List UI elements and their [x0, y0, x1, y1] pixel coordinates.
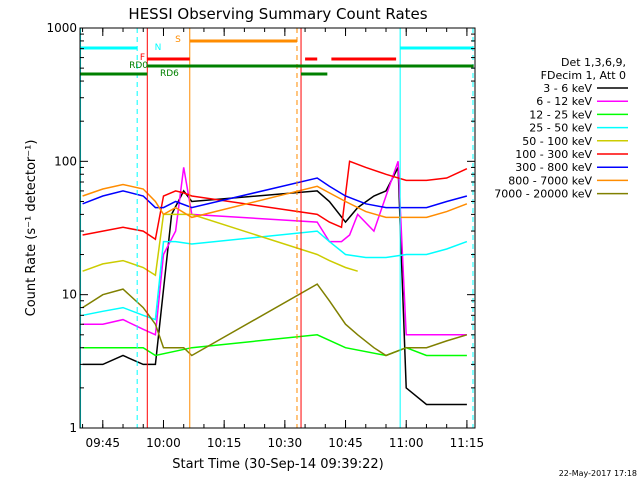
x-tick-label-10-30: 10:30: [268, 436, 303, 450]
flag-label-n: N: [155, 43, 162, 53]
timestamp: 22-May-2017 17:18: [559, 469, 637, 478]
legend-label-3-6-kev: 3 - 6 keV: [543, 82, 592, 95]
y-tick-label-1000: 1000: [46, 21, 77, 35]
series-12-25-kev: [82, 334, 467, 357]
plot-frame: [79, 27, 476, 429]
x-tick-label-10-00: 10:00: [146, 436, 181, 450]
series-layer: [82, 160, 468, 406]
series-25-50-kev: [82, 230, 468, 321]
x-tick-label-11-00: 11:00: [389, 436, 424, 450]
series-3-6-kev: [82, 164, 467, 406]
legend-header-1: Det 1,3,6,9,: [561, 56, 626, 69]
y-axis-label: Count Rate (s⁻¹ detector⁻¹): [24, 140, 39, 317]
x-tick-label-10-15: 10:15: [207, 436, 242, 450]
legend-label-100-300-kev: 100 - 300 keV: [515, 148, 592, 161]
legend: Det 1,3,6,9, FDecim 1, Att 0 3 - 6 keV6 …: [494, 56, 628, 201]
series-300-800-kev: [82, 177, 468, 209]
series-100-300-kev: [82, 160, 468, 241]
x-tick-label-10-45: 10:45: [328, 436, 363, 450]
legend-label-800-7000-kev: 800 - 7000 keV: [508, 174, 592, 187]
flag-label-rd0: RD0: [129, 61, 148, 71]
chart-title: HESSI Observing Summary Count Rates: [128, 5, 427, 23]
legend-header-2: FDecim 1, Att 0: [541, 69, 626, 82]
axes: 09:45 10:00 10:15 10:30 10:45 11:00 11:15 1 10 10…: [46, 21, 484, 450]
flag-label-s: S: [175, 35, 181, 45]
flag-label-rd6: RD6: [160, 69, 179, 79]
series-7000-20000-kev: [82, 283, 468, 357]
x-tick-label-11-15: 11:15: [450, 436, 485, 450]
legend-label-6-12-kev: 6 - 12 keV: [536, 95, 592, 108]
y-tick-label-10: 10: [62, 288, 77, 302]
x-axis-label: Start Time (30-Sep-14 09:39:22): [172, 457, 383, 472]
legend-label-300-800-kev: 300 - 800 keV: [515, 161, 592, 174]
legend-label-7000-20000-kev: 7000 - 20000 keV: [494, 188, 592, 201]
legend-label-12-25-kev: 12 - 25 keV: [529, 108, 592, 121]
series-50-100-kev: [82, 213, 358, 277]
series-800-7000-kev: [82, 183, 468, 219]
legend-label-25-50-kev: 25 - 50 keV: [529, 122, 592, 135]
x-tick-label-09-45: 09:45: [85, 436, 120, 450]
vertical-markers: [80, 28, 474, 428]
y-tick-label-1: 1: [69, 421, 77, 435]
y-tick-label-100: 100: [54, 154, 77, 168]
flag-label-f: F: [140, 53, 145, 63]
legend-label-50-100-kev: 50 - 100 keV: [522, 135, 592, 148]
